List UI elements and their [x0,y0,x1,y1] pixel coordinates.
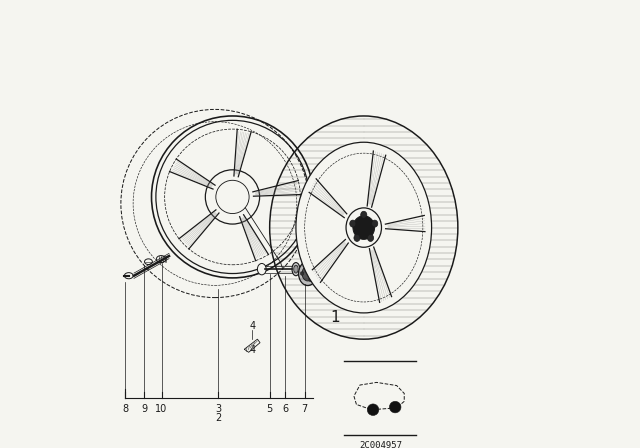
Ellipse shape [302,266,314,281]
Ellipse shape [296,142,431,313]
Text: 8: 8 [122,404,128,414]
Text: 3: 3 [216,404,221,414]
Text: 5: 5 [266,404,273,414]
Ellipse shape [372,220,378,227]
Ellipse shape [367,234,374,241]
Ellipse shape [361,211,367,218]
Ellipse shape [257,263,266,275]
Circle shape [300,272,304,275]
Ellipse shape [349,220,356,227]
Ellipse shape [294,265,298,273]
Text: 4: 4 [249,321,255,331]
Circle shape [389,401,401,413]
Text: 2: 2 [215,413,221,423]
Circle shape [309,265,312,269]
Ellipse shape [298,262,317,285]
Circle shape [309,278,312,282]
Ellipse shape [353,216,374,239]
Text: 7: 7 [301,404,308,414]
Circle shape [367,404,379,415]
Text: 6: 6 [282,404,288,414]
Ellipse shape [124,273,133,279]
Ellipse shape [346,208,381,247]
Text: 1: 1 [330,310,340,325]
Text: 2C004957: 2C004957 [360,440,403,448]
Text: 4: 4 [249,345,255,355]
Ellipse shape [354,234,360,241]
Text: 10: 10 [156,404,168,414]
Text: 9: 9 [141,404,147,414]
Ellipse shape [292,263,300,276]
